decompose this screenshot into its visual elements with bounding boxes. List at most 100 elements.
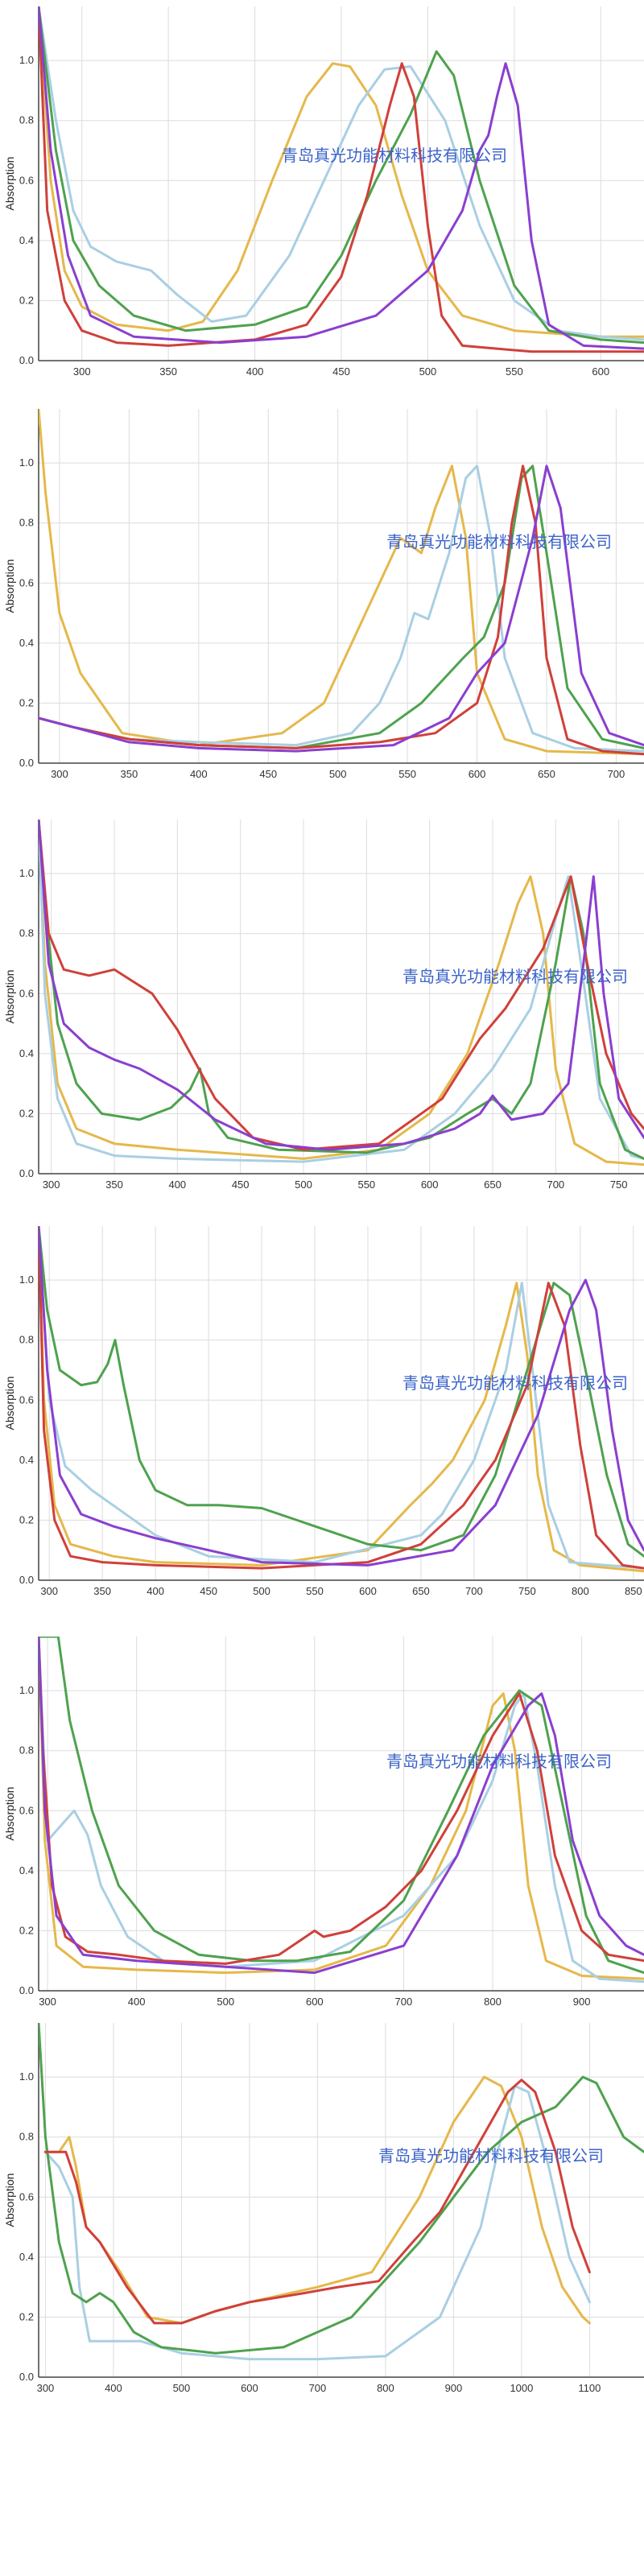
- spectrum-chart-svg: 300 350 400 450 500 550 600 0.0 0.2 0.4 0.6 0.8 1.0 青…: [3, 6, 644, 378]
- x-tick-label: 700: [465, 1585, 483, 1597]
- x-tick-label: 700: [309, 2382, 327, 2394]
- spectrum-chart-svg: 300 350 400 450 500 550 600 650 700 750 0.0 0.2 0.4 0…: [3, 819, 644, 1191]
- x-tick-label: 500: [419, 365, 437, 378]
- x-tick-label: 400: [128, 1996, 146, 2008]
- x-tick-label: 900: [445, 2382, 463, 2394]
- x-tick-label: 550: [306, 1585, 324, 1597]
- x-tick-label: 400: [147, 1585, 164, 1597]
- series-line-yellow: [39, 6, 644, 338]
- y-tick-label: 0.6: [19, 2190, 34, 2202]
- y-tick-label: 0.2: [19, 696, 34, 708]
- spectrum-chart-6: 300 400 500 600 700 800 900 1000 1100 0.0 0.2 0.4 0.…: [0, 2017, 644, 2395]
- plot-area: [39, 2023, 644, 2377]
- y-tick-label: 0.4: [19, 637, 34, 649]
- y-tick-label: 0.4: [19, 1047, 34, 1059]
- x-tick-label: 600: [306, 1996, 324, 2008]
- series-line-purple: [39, 1226, 644, 1567]
- x-tick-label: 350: [105, 1179, 123, 1191]
- series-line-purple: [39, 1637, 644, 1975]
- x-tick-label: 800: [572, 1585, 589, 1597]
- y-tick-label: 0.2: [19, 294, 34, 306]
- x-tick-label: 850: [625, 1585, 642, 1597]
- y-tick-label: 0.4: [19, 2251, 34, 2263]
- x-tick-label: 350: [121, 768, 138, 780]
- series-line-lightblue: [39, 6, 644, 341]
- series-line-purple: [39, 6, 644, 350]
- plot-area: [39, 819, 644, 1174]
- x-tick-label: 900: [573, 1996, 591, 2008]
- x-tick-label: 400: [168, 1179, 186, 1191]
- watermark-text: 青岛真光功能材料科技有限公司: [282, 146, 507, 165]
- spectrum-chart-3: 300 350 400 450 500 550 600 650 700 750 0.0 0.2 0.4 0…: [0, 813, 644, 1191]
- series-line-lightblue: [39, 464, 644, 753]
- y-tick-label: 0.0: [19, 1984, 34, 1996]
- x-tick-label: 600: [469, 768, 486, 780]
- y-tick-label: 0.8: [19, 517, 34, 529]
- x-tick-label: 500: [173, 2382, 191, 2394]
- y-tick-label: 0.2: [19, 1107, 34, 1119]
- y-tick-label: 0.0: [19, 1574, 34, 1586]
- series-line-red: [39, 1226, 644, 1570]
- x-tick-label: 300: [51, 768, 68, 780]
- y-tick-label: 0.8: [19, 1334, 34, 1346]
- series-line-lightblue: [39, 819, 644, 1163]
- y-tick-label: 0.8: [19, 2131, 34, 2143]
- x-tick-label: 500: [253, 1585, 270, 1597]
- y-tick-label: 0.4: [19, 1864, 34, 1876]
- y-tick-label: 1.0: [19, 1274, 34, 1286]
- x-tick-label: 500: [295, 1179, 312, 1191]
- x-tick-label: 1000: [510, 2382, 533, 2394]
- plot-area: [39, 1226, 644, 1580]
- y-tick-label: 0.8: [19, 114, 34, 126]
- y-tick-label: 0.0: [19, 354, 34, 366]
- spectrum-chart-svg: 300 400 500 600 700 800 900 0.0 0.2 0.4 0.6 0.8 1.0 青…: [3, 1637, 644, 2008]
- y-tick-label: 1.0: [19, 867, 34, 879]
- watermark-text: 青岛真光功能材料科技有限公司: [402, 967, 628, 986]
- x-tick-label: 1100: [578, 2382, 601, 2394]
- series-line-red: [39, 819, 644, 1151]
- y-tick-label: 0.2: [19, 1924, 34, 1936]
- spectrum-chart-svg: 300 400 500 600 700 800 900 1000 1100 0.0 0.2 0.4 0.…: [3, 2023, 644, 2394]
- x-tick-label: 650: [484, 1179, 502, 1191]
- spectrum-chart-1: 300 350 400 450 500 550 600 0.0 0.2 0.4 0.6 0.8 1.0 青…: [0, 0, 644, 378]
- y-tick-label: 0.6: [19, 987, 34, 999]
- series-line-yellow: [43, 2075, 591, 2325]
- x-tick-label: 300: [43, 1179, 60, 1191]
- y-axis-label: Absorption: [3, 559, 16, 613]
- watermark-text: 青岛真光功能材料科技有限公司: [402, 1373, 628, 1393]
- y-tick-label: 1.0: [19, 456, 34, 469]
- watermark-text: 青岛真光功能材料科技有限公司: [386, 1752, 612, 1771]
- spectrum-chart-svg: 300 350 400 450 500 550 600 650 700 750 800 850 0.0 0…: [3, 1226, 644, 1597]
- x-tick-label: 650: [412, 1585, 430, 1597]
- y-tick-label: 0.8: [19, 1744, 34, 1757]
- x-tick-label: 700: [395, 1996, 413, 2008]
- x-tick-label: 500: [217, 1996, 234, 2008]
- x-tick-label: 650: [538, 768, 555, 780]
- spectrum-chart-5: 300 400 500 600 700 800 900 0.0 0.2 0.4 0.6 0.8 1.0 青…: [0, 1630, 644, 2008]
- x-tick-label: 350: [159, 365, 177, 378]
- x-tick-label: 550: [506, 365, 523, 378]
- x-tick-label: 300: [39, 1996, 56, 2008]
- x-tick-label: 600: [241, 2382, 258, 2394]
- x-tick-label: 400: [190, 768, 208, 780]
- x-tick-label: 700: [547, 1179, 564, 1191]
- watermark-text: 青岛真光功能材料科技有限公司: [386, 532, 612, 551]
- x-tick-label: 750: [518, 1585, 536, 1597]
- x-tick-label: 800: [484, 1996, 502, 2008]
- y-tick-label: 0.4: [19, 1454, 34, 1466]
- x-tick-label: 550: [357, 1179, 375, 1191]
- x-tick-label: 450: [232, 1179, 250, 1191]
- x-tick-label: 800: [377, 2382, 394, 2394]
- x-tick-label: 750: [610, 1179, 628, 1191]
- y-tick-label: 0.6: [19, 1804, 34, 1816]
- series-line-lightblue: [39, 1637, 644, 1984]
- spectrum-chart-svg: 300 350 400 450 500 550 600 650 700 0.0 0.2 0.4 0.6 0…: [3, 409, 644, 780]
- plot-area: [39, 409, 644, 763]
- x-tick-label: 450: [200, 1585, 217, 1597]
- x-tick-label: 700: [608, 768, 625, 780]
- series-line-yellow: [39, 819, 644, 1166]
- x-tick-label: 600: [592, 365, 609, 378]
- y-tick-label: 0.0: [19, 2371, 34, 2383]
- y-tick-label: 1.0: [19, 2070, 34, 2083]
